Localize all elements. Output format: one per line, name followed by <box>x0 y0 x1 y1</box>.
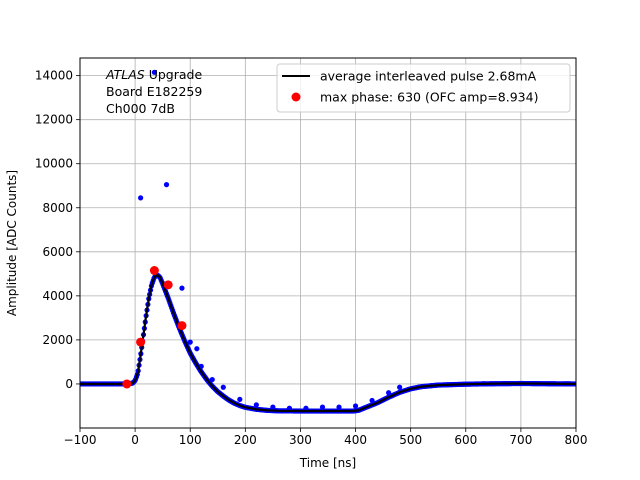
y-tick-label: 14000 <box>35 69 73 83</box>
outlier-point <box>237 396 243 402</box>
outlier-point <box>369 397 375 404</box>
outlier-point <box>198 363 204 369</box>
legend: average interleaved pulse 2.68mA max pha… <box>276 63 571 113</box>
outlier-point <box>209 376 215 383</box>
max-phase-point <box>149 266 159 276</box>
outlier-point <box>194 346 200 352</box>
x-tick-label: 0 <box>131 433 139 447</box>
outlier-point <box>286 405 293 411</box>
y-tick-label: 0 <box>65 377 73 391</box>
y-tick-label: 10000 <box>35 157 73 171</box>
outlier-point <box>319 404 326 410</box>
legend-entry-dot: max phase: 630 (OFC amp=8.934) <box>320 90 538 105</box>
max-phase-point <box>163 280 173 290</box>
outlier-point <box>386 390 392 396</box>
x-tick-label: 700 <box>509 433 532 447</box>
x-tick-label: 300 <box>289 433 312 447</box>
outlier-point <box>163 182 170 188</box>
outlier-point <box>151 69 157 75</box>
x-tick-label: 800 <box>565 433 588 447</box>
outlier-point <box>397 384 403 390</box>
x-tick-label: −100 <box>64 433 97 447</box>
y-axis: 0 2000 4000 6000 8000 10000 12000 14000 <box>35 69 80 391</box>
y-tick-label: 8000 <box>42 201 73 215</box>
legend-box <box>276 63 571 113</box>
annotation-line-3: Ch000 7dB <box>106 101 175 116</box>
x-tick-label: 600 <box>454 433 477 447</box>
outlier-point <box>270 404 276 410</box>
x-tick-label: 400 <box>344 433 367 447</box>
annotation: ATLAS Upgrade Board E182259 Ch000 7dB <box>105 67 206 116</box>
plot-area <box>80 69 576 414</box>
annotation-rest: Upgrade <box>145 67 203 82</box>
outlier-point <box>253 402 259 408</box>
x-axis-label: Time [ns] <box>299 456 356 470</box>
legend-entry-line: average interleaved pulse 2.68mA <box>320 69 537 84</box>
annotation-italic: ATLAS <box>105 67 145 82</box>
annotation-line-2: Board E182259 <box>106 84 202 99</box>
y-tick-label: 2000 <box>42 333 73 347</box>
outlier-point <box>303 405 309 411</box>
outlier-point <box>179 285 185 291</box>
y-tick-label: 12000 <box>35 113 73 127</box>
x-tick-label: 500 <box>399 433 422 447</box>
outlier-point <box>138 195 144 201</box>
plot-frame <box>79 57 577 429</box>
outlier-point <box>352 403 359 409</box>
outlier-point <box>187 339 193 345</box>
annotation-line-1: ATLAS Upgrade <box>105 67 202 82</box>
max-phase-point <box>136 337 146 347</box>
y-axis-label: Amplitude [ADC Counts] <box>5 170 19 316</box>
max-phase-point <box>122 379 132 389</box>
dense-samples <box>80 272 576 414</box>
x-axis: −100 0 100 200 300 400 500 600 700 800 <box>64 428 588 447</box>
legend-dot-symbol <box>291 92 301 102</box>
max-phase-point <box>177 321 187 331</box>
y-tick-label: 6000 <box>42 245 73 259</box>
outlier-point <box>220 384 226 390</box>
y-tick-label: 4000 <box>42 289 73 303</box>
x-tick-label: 200 <box>234 433 257 447</box>
outlier-point <box>336 404 342 410</box>
average-pulse-line <box>80 273 576 413</box>
x-tick-label: 100 <box>179 433 202 447</box>
